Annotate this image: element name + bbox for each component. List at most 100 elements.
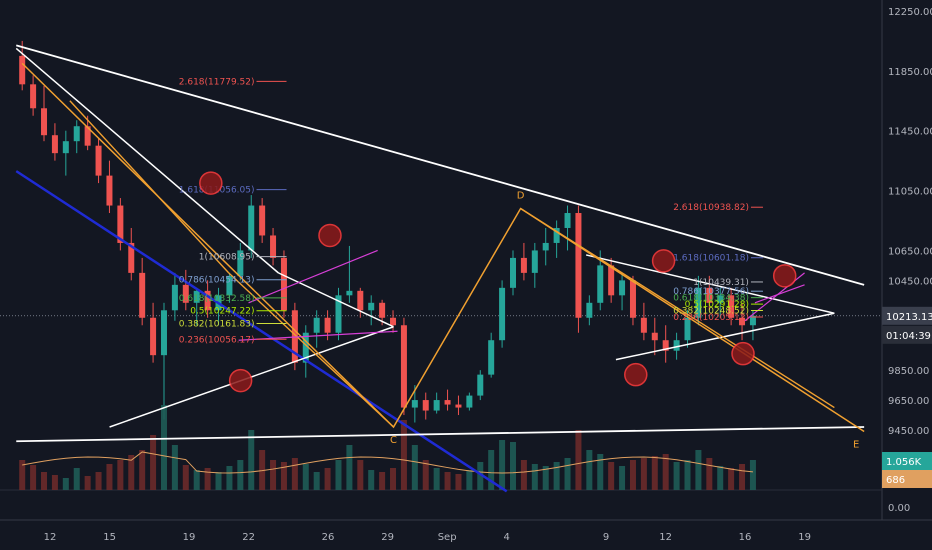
countdown-tag-bg <box>882 325 932 344</box>
candle-body <box>128 242 135 273</box>
volume-bar <box>608 462 615 490</box>
volume-bar <box>673 462 680 490</box>
volume-bar <box>499 440 506 490</box>
volume-bar <box>597 454 604 490</box>
fib-label-left: 1(10608.95) <box>199 253 255 263</box>
candle-body <box>73 126 80 142</box>
volume-bar <box>433 468 440 490</box>
volume-bar <box>520 460 527 490</box>
candle-body <box>586 302 593 318</box>
volume-zero-label: 0.00 <box>888 503 910 514</box>
volume-bar <box>662 454 669 490</box>
ma-tag: 686 <box>886 475 905 486</box>
candle-body <box>629 280 636 318</box>
candle-body <box>139 272 146 318</box>
x-tick-label: 4 <box>504 532 510 543</box>
right-triangle-upper <box>585 254 835 315</box>
red-marker-circle <box>772 264 797 288</box>
volume-bar <box>379 472 386 490</box>
y-tick-label: 10650.00 <box>888 246 932 257</box>
volume-bar <box>509 442 516 490</box>
candle-body <box>160 310 167 356</box>
candle-body <box>248 205 255 251</box>
volume-bar <box>651 456 658 490</box>
volume-bar <box>717 466 724 490</box>
orange-down-leg <box>69 100 230 274</box>
fib-label-left: 0.236(10056.17) <box>179 335 255 345</box>
candle-body <box>150 317 157 356</box>
x-tick-label: 12 <box>44 532 57 543</box>
volume-bar <box>171 445 178 490</box>
left-triangle-upper <box>15 47 279 274</box>
orange-right-leg <box>520 207 835 409</box>
candle-body <box>379 302 386 318</box>
candle-body <box>106 175 113 206</box>
candle-body <box>728 295 735 318</box>
candle-body <box>390 317 397 326</box>
red-marker-circle <box>199 171 223 195</box>
candle-body <box>651 332 658 341</box>
y-tick-label: 11050.00 <box>888 187 932 198</box>
volume-tag: 1.056K <box>886 457 922 468</box>
volume-bar <box>455 474 462 490</box>
fib-label-right: 1.618(10601.18) <box>673 254 749 264</box>
fib-label-right: 0.786(10377.56) <box>673 287 749 297</box>
candle-body <box>717 295 724 303</box>
candle-body <box>357 290 364 311</box>
candle-body <box>324 317 331 333</box>
volume-bar <box>226 466 233 490</box>
fib-label-right: 0.236(10205.12) <box>673 313 749 323</box>
candle-body <box>182 284 189 303</box>
candle-body <box>619 280 626 296</box>
lower-support-line <box>16 426 865 443</box>
candle-body <box>673 340 680 351</box>
ma-tag-bg <box>882 470 932 488</box>
candle-body <box>84 126 91 146</box>
volume-bar <box>84 476 91 490</box>
candle-body <box>531 250 538 273</box>
volume-bar <box>466 470 473 490</box>
candle-body <box>95 145 102 176</box>
fib-label-left: 2.618(11779.52) <box>179 77 255 87</box>
x-tick-label: 26 <box>322 532 335 543</box>
volume-tag-bg <box>882 452 932 470</box>
volume-bar <box>291 458 298 490</box>
candle-body <box>433 400 440 411</box>
candle-body <box>51 135 58 154</box>
y-tick-label: 9450.00 <box>888 426 929 437</box>
x-tick-label: 19 <box>798 532 811 543</box>
candle-body <box>400 325 407 408</box>
volume-bar <box>368 470 375 490</box>
red-marker-circle <box>731 341 755 366</box>
orange-zigzag <box>21 62 865 433</box>
x-tick-label: Sep <box>438 532 457 543</box>
fib-label-right: 2.618(10938.82) <box>673 203 749 213</box>
candle-body <box>477 374 484 396</box>
price-tag-bg <box>882 306 932 325</box>
orange-down-leg-2 <box>228 272 395 428</box>
volume-bar <box>346 445 353 490</box>
blue-trendline <box>15 170 508 493</box>
y-tick-label: 9650.00 <box>888 396 929 407</box>
x-tick-label: 9 <box>603 532 609 543</box>
countdown-tag: 01:04:39 <box>886 331 931 342</box>
candle-body <box>204 290 211 311</box>
volume-bar <box>357 460 364 490</box>
candle-body <box>117 205 124 243</box>
candle-body <box>346 290 353 296</box>
red-marker-circle <box>624 362 648 387</box>
volume-bar <box>30 465 37 490</box>
volume-bar <box>553 462 560 490</box>
candle-body <box>466 395 473 408</box>
wave-label-e: E <box>853 439 859 450</box>
volume-bar <box>706 458 713 490</box>
volume-bar <box>41 472 48 490</box>
wave-label-d: D <box>517 191 525 202</box>
candle-body <box>739 317 746 326</box>
volume-bar <box>215 472 222 490</box>
volume-bar <box>73 468 80 490</box>
volume-bar <box>19 460 26 490</box>
candle-body <box>499 287 506 341</box>
candle-body <box>237 250 244 276</box>
